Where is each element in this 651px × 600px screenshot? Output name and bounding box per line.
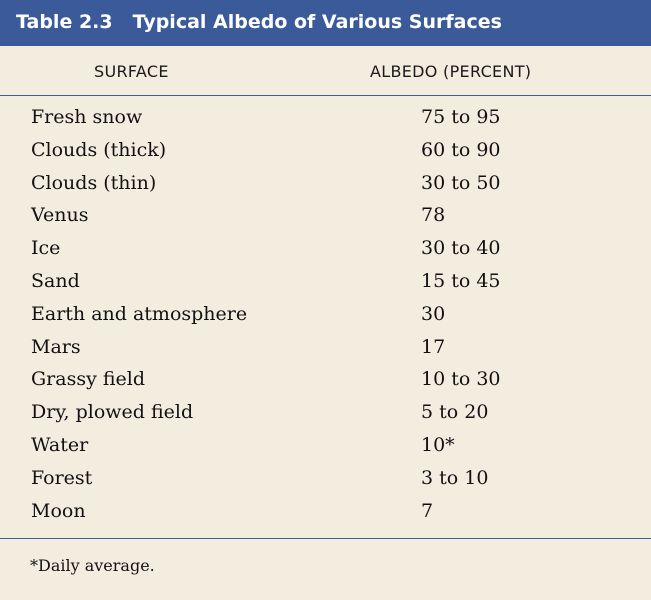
surface-cell: Clouds (thin): [31, 171, 157, 194]
table-row: Mars 17: [0, 332, 651, 365]
albedo-cell: 5 to 20: [421, 401, 489, 424]
albedo-cell: 30 to 50: [421, 171, 501, 194]
table-row: Earth and atmosphere 30: [0, 299, 651, 332]
albedo-cell: 10*: [421, 433, 455, 456]
albedo-cell: 75 to 95: [421, 106, 501, 128]
footnote: *Daily average.: [30, 556, 155, 575]
surface-cell: Grassy field: [31, 368, 146, 391]
albedo-cell: 15 to 45: [421, 269, 501, 292]
table-row: Ice 30 to 40: [0, 233, 651, 266]
albedo-cell: 10 to 30: [421, 368, 501, 391]
albedo-cell: 17: [421, 335, 446, 358]
table-row: Grassy field 10 to 30: [0, 364, 651, 397]
table-row: Venus 78: [0, 200, 651, 233]
table-row: Dry, plowed field 5 to 20: [0, 397, 651, 430]
table-row: Clouds (thin) 30 to 50: [0, 168, 651, 201]
table-title: Typical Albedo of Various Surfaces: [132, 11, 502, 33]
surface-cell: Dry, plowed field: [31, 401, 194, 424]
surface-cell: Mars: [31, 335, 81, 358]
surface-cell: Fresh snow: [31, 106, 143, 128]
surface-cell: Sand: [31, 269, 80, 292]
table-number: Table 2.3: [16, 11, 113, 33]
table-row: Sand 15 to 45: [0, 266, 651, 299]
table-title-bar: Table 2.3 Typical Albedo of Various Surfa…: [0, 0, 651, 46]
table-body: Fresh snow 75 to 95 Clouds (thick) 60 to 9…: [0, 102, 651, 528]
header-divider: [0, 95, 651, 96]
albedo-cell: 3 to 10: [421, 466, 489, 489]
table-row: Water 10*: [0, 430, 651, 463]
surface-cell: Clouds (thick): [31, 138, 167, 161]
albedo-cell: 30: [421, 302, 446, 325]
albedo-cell: 7: [421, 499, 434, 522]
table-row: Fresh snow 75 to 95: [0, 102, 651, 135]
table-row: Forest 3 to 10: [0, 463, 651, 496]
footer-divider: [0, 538, 651, 539]
surface-cell: Ice: [31, 237, 61, 260]
surface-cell: Forest: [31, 466, 93, 489]
surface-cell: Moon: [31, 499, 86, 522]
albedo-cell: 30 to 40: [421, 237, 501, 260]
table-row: Moon 7: [0, 496, 651, 529]
albedo-cell: 60 to 90: [421, 138, 501, 161]
surface-cell: Venus: [31, 204, 89, 227]
albedo-cell: 78: [421, 204, 446, 227]
column-header-albedo: ALBEDO (PERCENT): [370, 62, 532, 81]
surface-cell: Earth and atmosphere: [31, 302, 248, 325]
table-row: Clouds (thick) 60 to 90: [0, 135, 651, 168]
column-header-surface: SURFACE: [94, 62, 169, 81]
surface-cell: Water: [31, 433, 89, 456]
